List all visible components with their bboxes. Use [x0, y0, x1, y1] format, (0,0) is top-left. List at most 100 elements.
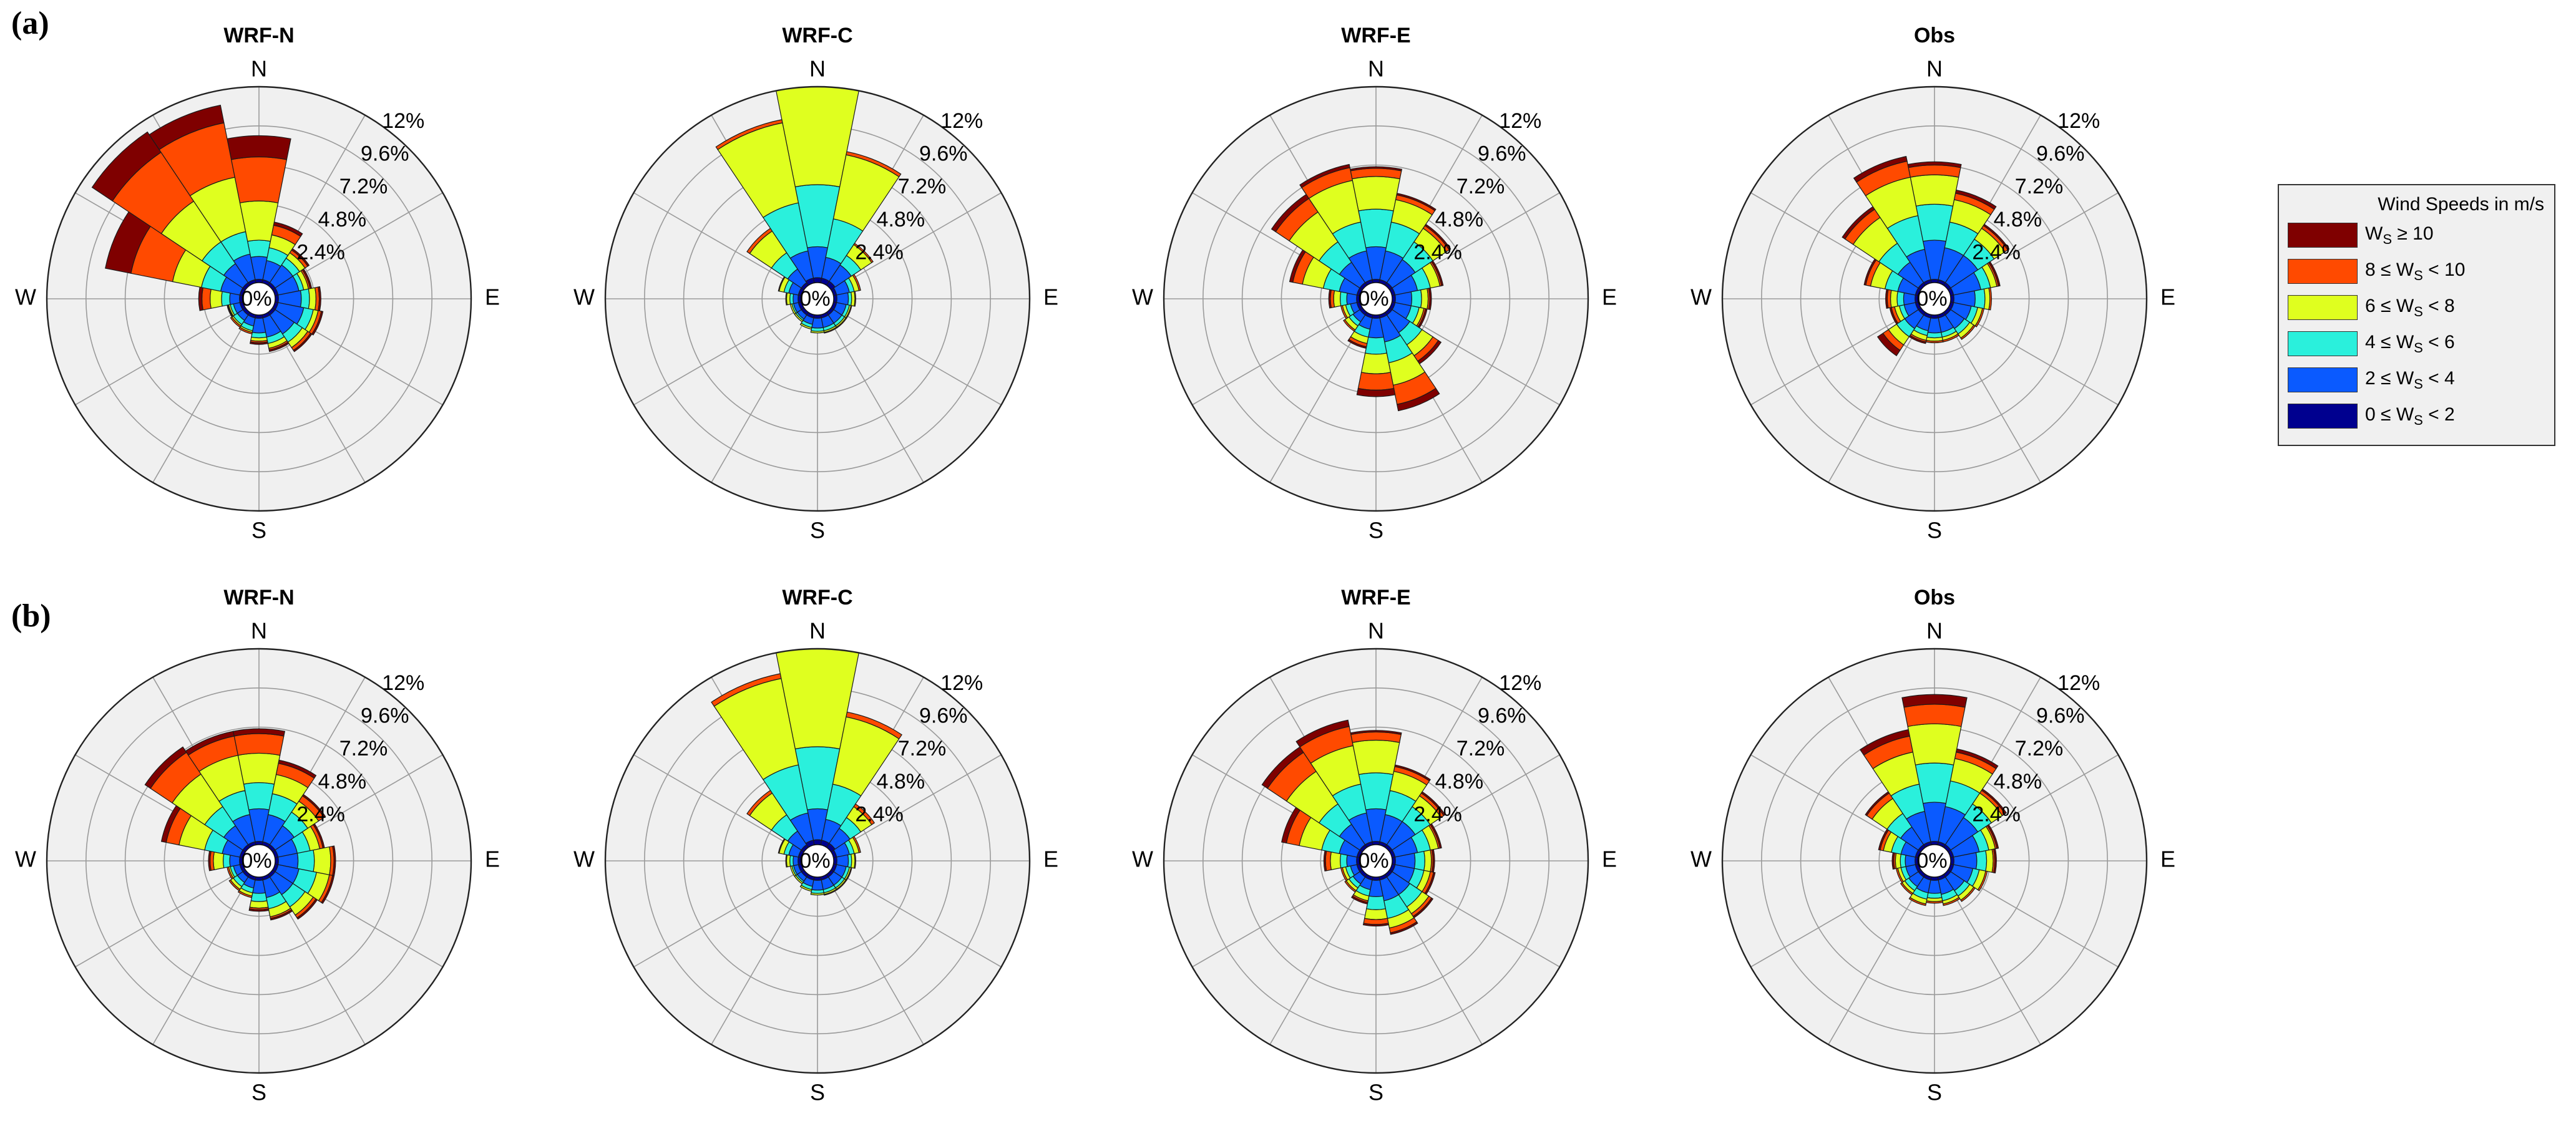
- radial-tick-label: 4.8%: [318, 770, 366, 793]
- center-hole: [1359, 844, 1393, 878]
- bar-nne-bin4: [846, 151, 902, 178]
- bar-sse-bin5: [1390, 921, 1418, 935]
- radial-tick-label: 12%: [1499, 671, 1541, 695]
- bar-nnw-bin5: [1853, 156, 1908, 183]
- center-label: 0%: [799, 287, 830, 311]
- bar-nne-bin5: [1954, 189, 1997, 210]
- cardinal-label-n: N: [1368, 618, 1384, 644]
- radial-tick-label: 9.6%: [2036, 704, 2085, 728]
- radial-tick-label: 7.2%: [2015, 175, 2064, 198]
- cardinal-label-e: E: [1043, 847, 1058, 872]
- radial-tick-label: 9.6%: [919, 142, 968, 166]
- bar-n-bin5: [1901, 694, 1968, 708]
- cardinal-label-s: S: [251, 518, 266, 543]
- bar-sse-bin5: [268, 341, 290, 352]
- cardinal-label-n: N: [251, 618, 267, 644]
- bar-se-bin5: [296, 898, 318, 920]
- bar-sse-bin4: [823, 326, 837, 334]
- grid-spoke: [1750, 306, 1921, 405]
- bar-ese-bin5: [311, 311, 324, 336]
- bar-sw-bin4: [1900, 881, 1914, 896]
- cardinal-label-w: W: [573, 847, 595, 872]
- windrose-wrf-n-a: 2.4% 4.8% 7.2% 9.6% 12% 0% N E S W WRF-N: [15, 24, 500, 543]
- bar-n-bin4: [1903, 704, 1966, 727]
- grid-spoke: [75, 868, 245, 968]
- bar-w-bin1: [793, 855, 799, 866]
- bar-e-bin5: [1428, 287, 1432, 311]
- bar-nne-bin5: [1955, 748, 1999, 770]
- grid-spoke: [1192, 306, 1362, 405]
- center-hole: [242, 844, 276, 878]
- bar-w-bin2: [1339, 291, 1348, 306]
- windrose-obs-b: 2.4% 4.8% 7.2% 9.6% 12% 0% N E S W Obs: [1690, 586, 2175, 1105]
- legend-swatch: [2288, 404, 2358, 429]
- radial-tick-label: 12%: [2057, 671, 2100, 695]
- bar-n-bin3: [1910, 174, 1959, 207]
- plot-outline: [604, 648, 1031, 1074]
- center-label: 0%: [1358, 287, 1388, 311]
- grid-spoke: [831, 754, 1002, 853]
- grid-spoke: [1269, 875, 1368, 1045]
- bar-sw-bin5: [1876, 332, 1901, 357]
- bar-w-bin4: [202, 287, 212, 311]
- bar-w-bin3: [210, 289, 223, 309]
- cardinal-label-s: S: [1927, 1080, 1942, 1105]
- bar-nw-bin5: [91, 131, 162, 201]
- grid-spoke: [1750, 868, 1921, 968]
- cardinal-label-s: S: [1927, 518, 1942, 543]
- center-hole: [1918, 844, 1951, 878]
- cardinal-label-n: N: [1926, 56, 1943, 82]
- grid-spoke: [75, 306, 245, 405]
- rose-title: Obs: [1914, 24, 1955, 47]
- bar-n-bin5: [1349, 166, 1403, 172]
- legend-swatch: [2288, 259, 2358, 284]
- legend-label: 6 ≤ WS < 8: [2365, 295, 2455, 319]
- cardinal-label-w: W: [15, 847, 36, 872]
- cardinal-label-w: W: [1690, 284, 1712, 310]
- bar-s-bin3: [1360, 352, 1392, 374]
- bar-n-bin2: [246, 240, 271, 258]
- plot-outline: [46, 85, 472, 512]
- center-label: 0%: [799, 849, 830, 873]
- bar-s-bin2: [1926, 332, 1943, 339]
- bar-sse-bin4: [1943, 896, 1961, 906]
- bar-e-bin4: [1988, 287, 1992, 311]
- bar-nne-bin5: [1394, 764, 1431, 782]
- windrose-wrf-n-b: 2.4% 4.8% 7.2% 9.6% 12% 0% N E S W WRF-N: [15, 586, 500, 1105]
- windrose-wrf-e-a: 2.4% 4.8% 7.2% 9.6% 12% 0% N E S W WRF-E: [1132, 24, 1617, 543]
- radial-tick-label: 2.4%: [296, 803, 345, 827]
- bar-s-bin5: [1356, 387, 1396, 397]
- bar-nnw-bin5: [1295, 719, 1350, 748]
- bar-ene-bin5: [1431, 260, 1444, 286]
- bar-nnw-bin4: [715, 119, 783, 150]
- legend-swatch: [2288, 295, 2358, 320]
- bar-e-bin3: [313, 846, 331, 876]
- bar-n-bin3: [1907, 723, 1962, 765]
- bar-ene-bin5: [1986, 824, 1999, 849]
- bar-w-bin3: [1895, 853, 1901, 869]
- bar-ene-bin5: [1988, 261, 2001, 287]
- bar-ssw-bin3: [799, 885, 812, 892]
- legend-title: Wind Speeds in m/s: [2378, 194, 2544, 215]
- radial-tick-label: 4.8%: [1435, 770, 1484, 793]
- bar-n-bin4: [233, 733, 285, 756]
- cardinal-label-n: N: [251, 56, 267, 82]
- bar-ese-bin5: [321, 875, 335, 905]
- grid-spoke: [633, 754, 804, 853]
- radial-tick-label: 9.6%: [361, 142, 409, 166]
- bar-e-bin4: [854, 291, 856, 307]
- center-hole: [242, 282, 276, 316]
- legend-label: WS ≥ 10: [2365, 223, 2434, 247]
- bar-se-bin4: [1960, 324, 1976, 340]
- rose-title: WRF-E: [1341, 24, 1410, 47]
- plot-outline: [46, 648, 472, 1074]
- bar-e-bin3: [1985, 848, 1994, 873]
- bar-nne-bin4: [846, 711, 902, 740]
- center-label: 0%: [1358, 849, 1388, 873]
- radial-tick-label: 4.8%: [877, 770, 925, 793]
- bar-w-bin2: [1900, 853, 1906, 868]
- bar-ne-bin5: [1424, 223, 1451, 251]
- radial-tick-label: 7.2%: [339, 175, 388, 198]
- grid-spoke: [711, 875, 810, 1045]
